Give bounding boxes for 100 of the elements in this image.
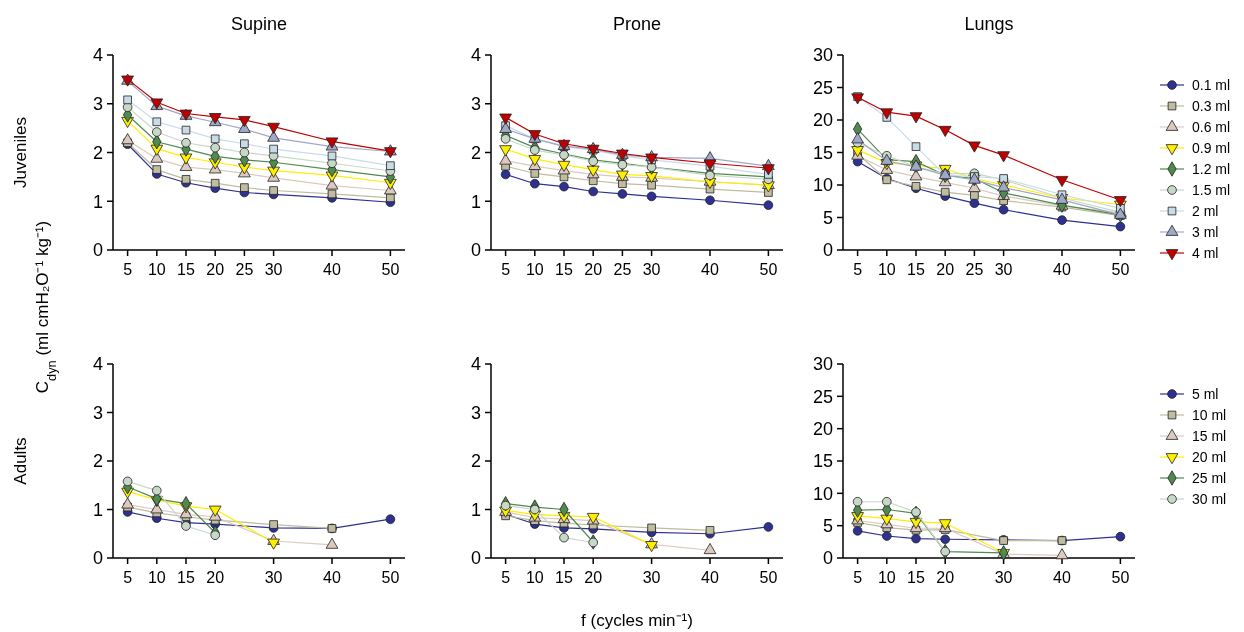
x-tick-label: 10: [147, 569, 166, 586]
x-tick-label: 50: [1111, 569, 1130, 586]
x-tick-label: 30: [264, 261, 283, 278]
x-tick-label: 20: [584, 569, 603, 586]
x-tick-label: 50: [381, 569, 400, 586]
x-tick-label: 10: [877, 569, 896, 586]
x-tick-label: 40: [1053, 261, 1071, 278]
legend-label: 0.6 ml: [1192, 118, 1231, 135]
x-tick-label: 10: [877, 261, 896, 278]
legend-label: 5 ml: [1192, 385, 1219, 402]
legend-label: 4 ml: [1192, 244, 1219, 261]
x-tick-label: 30: [994, 569, 1013, 586]
x-tick-label: 50: [381, 261, 400, 278]
y-tick-label: 20: [812, 110, 833, 131]
legend-label: 10 ml: [1192, 406, 1227, 423]
y-tick-label: 30: [812, 354, 833, 375]
x-axis-title: f (cycles min⁻¹): [581, 611, 693, 630]
y-tick-label: 5: [822, 207, 833, 228]
y-tick-label: 0: [92, 548, 103, 569]
y-tick-label: 2: [470, 142, 481, 163]
y-tick-label: 3: [92, 402, 103, 423]
x-tick-label: 5: [501, 569, 511, 586]
x-tick-label: 5: [501, 261, 511, 278]
y-tick-label: 4: [92, 45, 103, 66]
x-tick-label: 25: [235, 261, 254, 278]
y-tick-label: 2: [92, 451, 103, 472]
y-tick-label: 3: [470, 94, 481, 115]
x-tick-label: 50: [759, 569, 778, 586]
y-tick-label: 15: [812, 142, 833, 163]
y-tick-label: 1: [470, 191, 481, 212]
x-tick-label: 40: [701, 261, 719, 278]
x-tick-label: 40: [1053, 569, 1071, 586]
x-tick-label: 50: [759, 261, 778, 278]
legend-label: 2 ml: [1192, 202, 1219, 219]
legend-label: 3 ml: [1192, 223, 1219, 240]
x-tick-label: 20: [936, 569, 955, 586]
y-tick-label: 20: [812, 418, 833, 439]
y-tick-label: 5: [822, 515, 833, 536]
y-tick-label: 0: [92, 240, 103, 261]
x-tick-label: 5: [853, 569, 863, 586]
y-tick-label: 0: [470, 548, 481, 569]
x-tick-label: 50: [1111, 261, 1130, 278]
x-tick-label: 15: [907, 569, 925, 586]
x-tick-label: 10: [525, 569, 544, 586]
y-tick-label: 1: [470, 499, 481, 520]
x-tick-label: 40: [701, 569, 719, 586]
legend-label: 25 ml: [1192, 469, 1227, 486]
y-tick-label: 0: [822, 548, 833, 569]
x-tick-label: 30: [642, 569, 661, 586]
chart-title: Lungs: [964, 14, 1014, 34]
x-tick-label: 30: [264, 569, 283, 586]
x-tick-label: 15: [555, 261, 573, 278]
x-tick-label: 25: [613, 261, 632, 278]
x-tick-label: 15: [555, 569, 573, 586]
x-tick-label: 40: [323, 261, 341, 278]
x-tick-label: 30: [994, 261, 1013, 278]
x-tick-label: 10: [525, 261, 544, 278]
y-tick-label: 10: [812, 175, 833, 196]
y-tick-label: 4: [470, 354, 481, 375]
y-tick-label: 3: [470, 402, 481, 423]
x-tick-label: 15: [177, 569, 195, 586]
x-tick-label: 20: [936, 261, 955, 278]
x-tick-label: 15: [907, 261, 925, 278]
x-tick-label: 15: [177, 261, 195, 278]
y-tick-label: 3: [92, 94, 103, 115]
x-tick-label: 30: [642, 261, 661, 278]
y-tick-label: 2: [470, 451, 481, 472]
legend-label: 30 ml: [1192, 490, 1227, 507]
x-tick-label: 20: [584, 261, 603, 278]
y-tick-label: 2: [92, 142, 103, 163]
y-tick-label: 4: [470, 45, 481, 66]
y-tick-label: 0: [470, 240, 481, 261]
legend-label: 0.9 ml: [1192, 139, 1231, 156]
y-tick-label: 30: [812, 45, 833, 66]
legend-label: 0.3 ml: [1192, 97, 1231, 114]
y-tick-label: 0: [822, 240, 833, 261]
y-tick-label: 15: [812, 451, 833, 472]
legend-label: 0.1 ml: [1192, 76, 1231, 93]
x-tick-label: 25: [965, 261, 984, 278]
chart-title: Prone: [612, 14, 662, 34]
x-tick-label: 20: [206, 261, 225, 278]
x-tick-label: 10: [147, 261, 166, 278]
y-tick-label: 10: [812, 483, 833, 504]
chart-title: Supine: [230, 14, 288, 34]
text: Adults: [11, 437, 30, 485]
y-tick-label: 1: [92, 499, 103, 520]
x-tick-label: 40: [323, 569, 341, 586]
text: Juveniles: [11, 117, 30, 188]
y-tick-label: 25: [812, 77, 833, 98]
legend-label: 20 ml: [1192, 448, 1227, 465]
y-tick-label: 25: [812, 386, 833, 407]
y-tick-label: 4: [92, 354, 103, 375]
x-tick-label: 20: [206, 569, 225, 586]
legend-label: 1.5 ml: [1192, 181, 1231, 198]
y-tick-label: 1: [92, 191, 103, 212]
x-tick-label: 5: [123, 569, 133, 586]
x-tick-label: 5: [853, 261, 863, 278]
x-tick-label: 5: [123, 261, 133, 278]
legend-label: 15 ml: [1192, 427, 1227, 444]
legend-label: 1.2 ml: [1192, 160, 1231, 177]
